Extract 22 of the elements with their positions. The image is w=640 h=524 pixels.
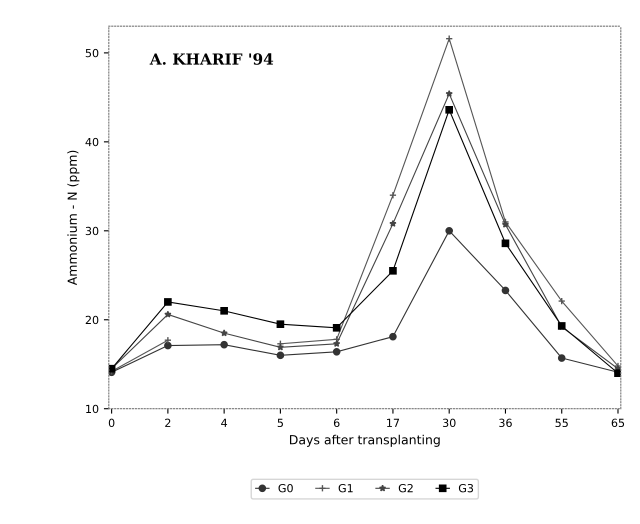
- x-axis-title: Days after transplanting: [290, 434, 440, 447]
- y-axis-title: Ammonium - N (ppm): [67, 150, 80, 286]
- text: A. KHARIF '94: [150, 53, 274, 65]
- y-tick-label: 40: [85, 138, 98, 146]
- legend-label: G2: [398, 484, 413, 492]
- legend-label: G3: [458, 484, 474, 492]
- x-tick-label: 55: [556, 418, 568, 428]
- x-tick-label: 17: [387, 418, 400, 427]
- x-tick-label: 36: [499, 418, 512, 428]
- x-tick-label: 2: [165, 418, 170, 427]
- y-tick-label: 30: [86, 226, 98, 236]
- x-tick-label: 5: [278, 418, 283, 428]
- legend-label: G1: [338, 484, 353, 492]
- y-tick-label: 50: [86, 48, 98, 58]
- y-tick-label: 20: [86, 316, 98, 324]
- y-tick-label: 10: [86, 404, 98, 414]
- x-tick-label: 65: [612, 418, 624, 428]
- x-tick-label: 6: [334, 418, 340, 428]
- x-tick-label: 4: [221, 418, 228, 427]
- legend-label: G0: [278, 484, 293, 492]
- x-tick-label: 30: [442, 418, 456, 428]
- x-tick-label: 0: [108, 418, 114, 428]
